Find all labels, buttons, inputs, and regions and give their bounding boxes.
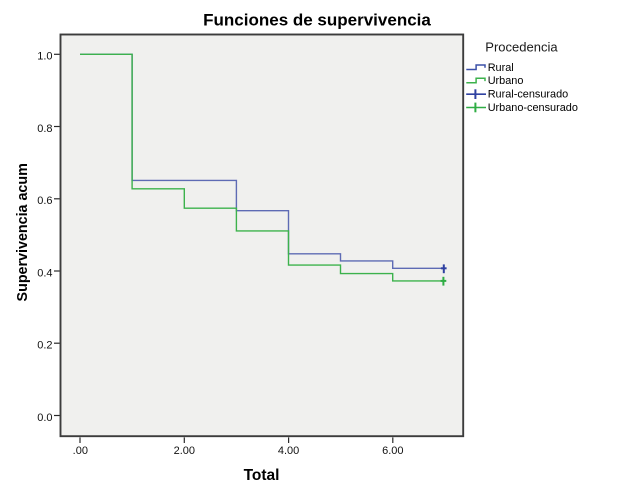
svg-text:.00: .00: [73, 445, 88, 457]
svg-text:Rural-censurado: Rural-censurado: [488, 89, 569, 101]
svg-text:0.0: 0.0: [37, 412, 52, 424]
svg-text:Total: Total: [244, 467, 280, 484]
svg-text:4.00: 4.00: [278, 445, 299, 457]
svg-text:1.0: 1.0: [37, 51, 52, 63]
svg-text:0.2: 0.2: [37, 340, 52, 352]
svg-text:0.6: 0.6: [37, 195, 52, 207]
svg-text:0.8: 0.8: [37, 123, 52, 135]
svg-text:6.00: 6.00: [382, 445, 403, 457]
svg-text:Procedencia: Procedencia: [485, 40, 558, 55]
svg-text:Funciones de supervivencia: Funciones de supervivencia: [203, 11, 431, 30]
svg-text:Supervivencia acum: Supervivencia acum: [15, 163, 31, 301]
svg-text:Rural: Rural: [488, 62, 514, 74]
svg-text:2.00: 2.00: [174, 445, 195, 457]
svg-text:Urbano: Urbano: [488, 75, 524, 87]
svg-text:Urbano-censurado: Urbano-censurado: [488, 102, 578, 114]
svg-text:0.4: 0.4: [37, 267, 52, 279]
